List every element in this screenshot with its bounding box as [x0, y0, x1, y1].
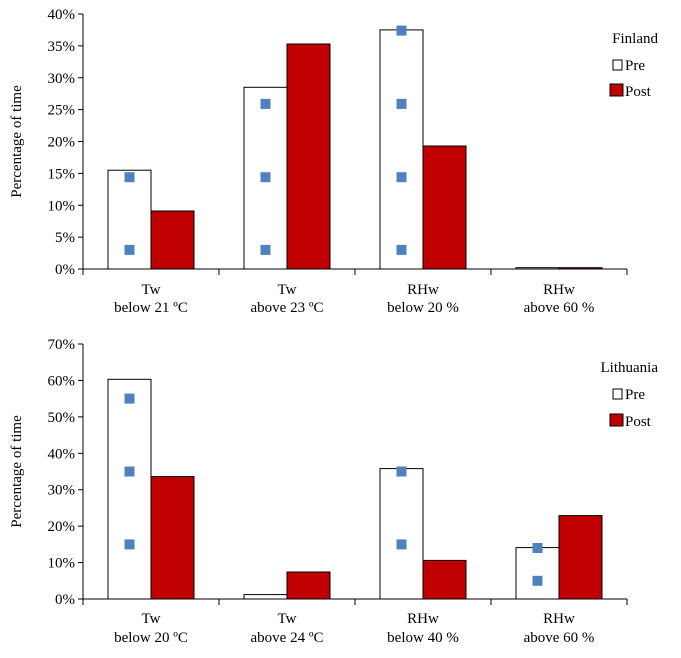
marker-square-3-2 [397, 172, 407, 182]
marker-square-4-2 [533, 543, 543, 553]
marker-square-1-1 [125, 245, 135, 255]
y-tick-label: 0% [55, 262, 75, 278]
bar-pre-1 [108, 379, 151, 599]
legend-swatch-post [610, 84, 623, 96]
x-category-label: Tw [142, 611, 161, 627]
marker-square-3-4 [397, 26, 407, 36]
bar-pre-3 [380, 469, 423, 599]
marker-square-1-1 [125, 539, 135, 549]
y-tick-label: 40% [48, 446, 76, 462]
legend-title: Finland [612, 31, 658, 47]
marker-square-3-2 [397, 467, 407, 477]
legend-swatch-pre [613, 389, 622, 399]
bar-post-4 [559, 516, 602, 599]
marker-square-1-3 [125, 394, 135, 404]
y-tick-label: 40% [48, 7, 76, 23]
marker-square-2-2 [261, 172, 271, 182]
marker-square-2-1 [261, 245, 271, 255]
x-category-label: Tw [278, 611, 297, 627]
x-category-label: below 20 % [387, 300, 459, 316]
bar-pre-4 [516, 548, 559, 599]
y-tick-label: 20% [48, 519, 76, 535]
legend-label-pre: Pre [625, 58, 645, 74]
x-category-label: above 23 ºC [251, 300, 324, 316]
bar-post-2 [287, 572, 330, 599]
legend-title: Lithuania [601, 360, 659, 376]
legend-label-post: Post [625, 414, 652, 430]
x-category-label: below 40 % [387, 630, 459, 646]
y-tick-label: 30% [48, 483, 76, 499]
bar-post-1 [151, 477, 194, 599]
marker-square-1-2 [125, 172, 135, 182]
y-tick-label: 10% [48, 556, 76, 572]
y-tick-label: 5% [55, 230, 75, 246]
y-axis-title: Percentage of time [9, 415, 25, 528]
x-category-label: below 20 ºC [114, 630, 188, 646]
y-tick-label: 30% [48, 71, 76, 87]
bar-post-3 [423, 560, 466, 599]
x-category-label: above 60 % [524, 300, 595, 316]
y-tick-label: 10% [48, 198, 76, 214]
y-tick-label: 50% [48, 410, 76, 426]
marker-square-4-1 [533, 576, 543, 586]
bar-post-2 [287, 44, 330, 269]
y-tick-label: 70% [48, 337, 76, 353]
x-category-label: RHw [407, 611, 439, 627]
legend-swatch-post [610, 414, 623, 426]
y-tick-label: 20% [48, 135, 76, 151]
legend-label-pre: Pre [625, 387, 645, 403]
legend-swatch-pre [613, 60, 622, 70]
bar-pre-3 [380, 30, 423, 269]
y-tick-label: 15% [48, 166, 76, 182]
y-tick-label: 0% [55, 592, 75, 608]
bar-pre-2 [244, 595, 287, 599]
chart-panel-1: 0% 5% 10% 15% 20% 25% 30% 35% 40% Tw below 21 ºC Tw… [9, 7, 658, 316]
marker-square-2-3 [261, 99, 271, 109]
y-tick-label: 25% [48, 103, 76, 119]
x-category-label: below 21 ºC [114, 300, 188, 316]
y-tick-label: 35% [48, 39, 76, 55]
x-category-label: above 24 ºC [251, 630, 324, 646]
bar-post-3 [423, 146, 466, 269]
y-axis-title: Percentage of time [9, 85, 25, 198]
marker-square-1-2 [125, 467, 135, 477]
marker-square-3-3 [397, 99, 407, 109]
x-category-label: RHw [543, 282, 575, 298]
x-category-label: Tw [278, 282, 297, 298]
x-category-label: RHw [407, 282, 439, 298]
marker-square-3-1 [397, 245, 407, 255]
legend-label-post: Post [625, 84, 652, 100]
x-category-label: above 60 % [524, 630, 595, 646]
x-category-label: RHw [543, 611, 575, 627]
marker-square-3-1 [397, 539, 407, 549]
bar-post-1 [151, 211, 194, 269]
y-tick-label: 60% [48, 373, 76, 389]
x-category-label: Tw [142, 282, 161, 298]
chart-panel-2: 0% 10% 20% 30% 40% 50% 60% 70% Tw below 20 ºC Tw ab… [9, 337, 658, 646]
